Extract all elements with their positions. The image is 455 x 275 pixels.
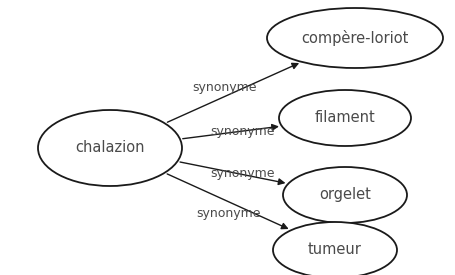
Text: orgelet: orgelet bbox=[318, 188, 370, 202]
Text: synonyme: synonyme bbox=[210, 125, 274, 139]
Text: synonyme: synonyme bbox=[210, 167, 274, 180]
Text: filament: filament bbox=[314, 111, 374, 125]
Ellipse shape bbox=[267, 8, 442, 68]
Text: synonyme: synonyme bbox=[192, 81, 256, 95]
Text: tumeur: tumeur bbox=[308, 243, 361, 257]
Ellipse shape bbox=[283, 167, 406, 223]
Text: chalazion: chalazion bbox=[75, 141, 144, 155]
Ellipse shape bbox=[278, 90, 410, 146]
Text: compère-loriot: compère-loriot bbox=[301, 30, 408, 46]
Ellipse shape bbox=[273, 222, 396, 275]
Ellipse shape bbox=[38, 110, 182, 186]
Text: synonyme: synonyme bbox=[196, 208, 260, 221]
